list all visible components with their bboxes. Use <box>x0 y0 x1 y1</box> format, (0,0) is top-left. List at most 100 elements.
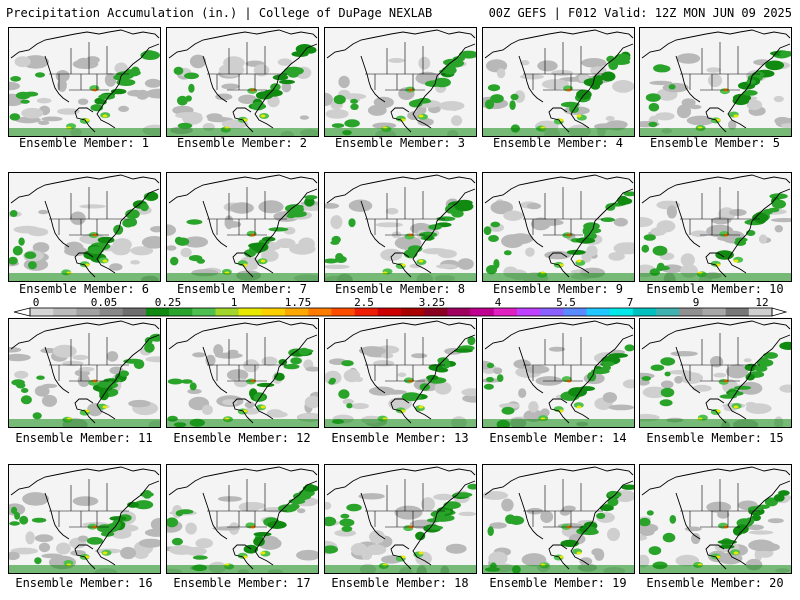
ensemble-member-label: Ensemble Member: 2 <box>176 136 308 150</box>
colorbar-segment <box>424 308 448 316</box>
ensemble-member-label: Ensemble Member: 5 <box>649 136 781 150</box>
colorbar-tick-label: 7 <box>627 296 634 309</box>
colorbar-segment <box>53 308 77 316</box>
precipitation-map-graphic <box>640 466 791 573</box>
colorbar-segment <box>470 308 495 316</box>
ensemble-member-label: Ensemble Member: 12 <box>173 431 311 445</box>
colorbar-tick-label: 1 <box>231 296 238 309</box>
precipitation-map-graphic <box>640 29 791 136</box>
colorbar-tick-label: 0.25 <box>155 296 182 309</box>
ensemble-member-map <box>324 464 477 574</box>
ensemble-member-map <box>639 318 792 428</box>
colorbar-segment <box>609 308 634 316</box>
ensemble-member-map <box>324 172 477 282</box>
colorbar-segment <box>238 308 263 316</box>
colorbar-segment <box>215 308 239 316</box>
precipitation-colorbar: 0 0.05 0.25 1 1.75 2.5 3.25 4 5.5 7 9 12 <box>0 296 800 320</box>
precipitation-map-graphic <box>167 466 318 573</box>
colorbar-segment <box>702 308 726 316</box>
ensemble-member-map <box>482 27 635 137</box>
run-info: 00Z GEFS | F012 Valid: 12Z MON JUN 09 20… <box>488 6 792 20</box>
ensemble-member-label: Ensemble Member: 9 <box>492 282 624 296</box>
precipitation-map-graphic <box>167 320 318 427</box>
precipitation-map-graphic <box>167 29 318 136</box>
colorbar-segment <box>192 308 216 316</box>
ensemble-member-map <box>8 464 161 574</box>
colorbar-segment <box>493 308 518 316</box>
ensemble-member-map <box>166 27 319 137</box>
colorbar-min-arrow <box>13 307 31 317</box>
ensemble-member-map <box>639 464 792 574</box>
ensemble-member-map <box>166 464 319 574</box>
map-title: Precipitation Accumulation (in.) | Colle… <box>6 6 433 20</box>
ensemble-member-map <box>482 318 635 428</box>
ensemble-member-map <box>8 27 161 137</box>
precipitation-map-graphic <box>483 29 634 136</box>
precipitation-map-graphic <box>483 320 634 427</box>
colorbar-tick-label: 0 <box>33 296 40 309</box>
colorbar-segment <box>122 308 147 316</box>
ensemble-member-label: Ensemble Member: 19 <box>489 576 627 590</box>
precipitation-map-graphic <box>167 174 318 281</box>
colorbar-tick-label: 4 <box>495 296 502 309</box>
colorbar-segment <box>331 308 355 316</box>
ensemble-member-label: Ensemble Member: 4 <box>492 136 624 150</box>
colorbar-segment <box>563 308 587 316</box>
ensemble-member-label: Ensemble Member: 18 <box>331 576 469 590</box>
colorbar-segment <box>285 308 309 316</box>
ensemble-member-label: Ensemble Member: 14 <box>489 431 627 445</box>
ensemble-member-map <box>324 27 477 137</box>
colorbar-segment <box>30 308 54 316</box>
ensemble-member-map <box>482 464 635 574</box>
precipitation-map-graphic <box>325 466 476 573</box>
colorbar-segment <box>261 308 286 316</box>
ensemble-member-map <box>639 172 792 282</box>
precipitation-map-graphic <box>483 466 634 573</box>
ensemble-member-map <box>324 318 477 428</box>
colorbar-segment <box>679 308 703 316</box>
colorbar-segment <box>540 308 564 316</box>
colorbar-segment <box>377 308 402 316</box>
ensemble-member-map <box>166 318 319 428</box>
ensemble-member-label: Ensemble Member: 6 <box>18 282 150 296</box>
precipitation-map-graphic <box>640 174 791 281</box>
colorbar-segment <box>169 308 193 316</box>
colorbar-tick-label: 3.25 <box>419 296 446 309</box>
colorbar-tick-label: 1.75 <box>285 296 312 309</box>
colorbar-tick-label: 5.5 <box>556 296 576 309</box>
precipitation-map-graphic <box>325 320 476 427</box>
colorbar-tick-label: 9 <box>693 296 700 309</box>
precipitation-map-graphic <box>325 174 476 281</box>
ensemble-member-label: Ensemble Member: 20 <box>646 576 784 590</box>
ensemble-member-map <box>8 318 161 428</box>
ensemble-member-label: Ensemble Member: 13 <box>331 431 469 445</box>
colorbar-segment <box>656 308 680 316</box>
precipitation-map-graphic <box>325 29 476 136</box>
ensemble-member-label: Ensemble Member: 11 <box>15 431 153 445</box>
precipitation-map-graphic <box>9 29 160 136</box>
precipitation-map-graphic <box>640 320 791 427</box>
colorbar-segment <box>354 308 379 316</box>
colorbar-segment <box>76 308 100 316</box>
colorbar-tick-label: 0.05 <box>91 296 118 309</box>
colorbar-segment <box>401 308 425 316</box>
colorbar-segment <box>516 308 541 316</box>
colorbar-segment <box>725 308 750 316</box>
ensemble-member-map <box>482 172 635 282</box>
ensemble-member-label: Ensemble Member: 8 <box>334 282 466 296</box>
colorbar-segment <box>99 308 124 316</box>
ensemble-member-label: Ensemble Member: 16 <box>15 576 153 590</box>
ensemble-member-map <box>8 172 161 282</box>
ensemble-member-label: Ensemble Member: 3 <box>334 136 466 150</box>
precipitation-map-graphic <box>9 466 160 573</box>
colorbar-segment <box>632 308 657 316</box>
ensemble-member-label: Ensemble Member: 15 <box>646 431 784 445</box>
colorbar-tick-label: 12 <box>755 296 768 309</box>
precipitation-map-graphic <box>483 174 634 281</box>
colorbar-segment <box>447 308 471 316</box>
ensemble-member-label: Ensemble Member: 10 <box>646 282 784 296</box>
ensemble-member-label: Ensemble Member: 1 <box>18 136 150 150</box>
ensemble-member-label: Ensemble Member: 7 <box>176 282 308 296</box>
precipitation-map-graphic <box>9 320 160 427</box>
colorbar-segment <box>748 308 773 316</box>
